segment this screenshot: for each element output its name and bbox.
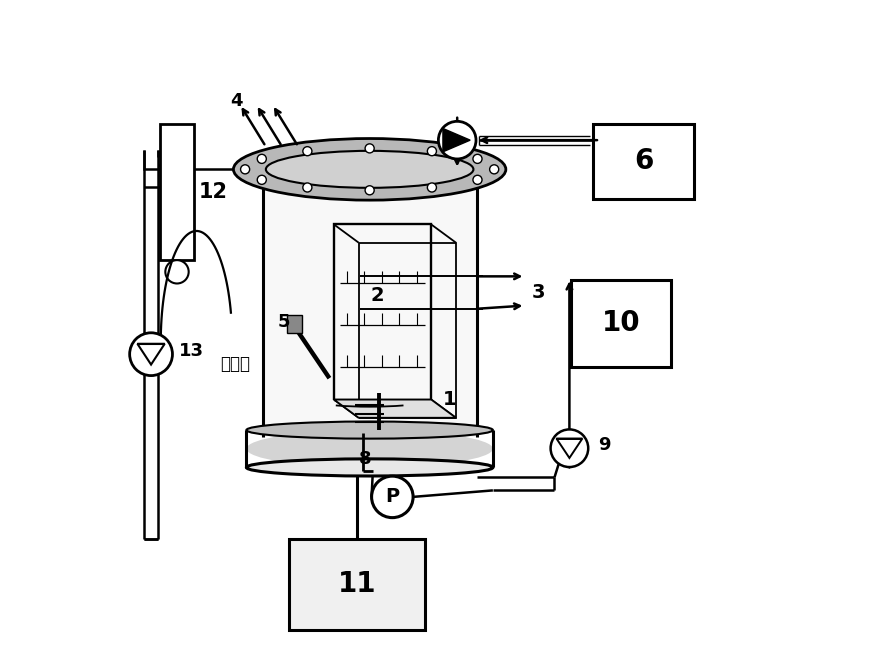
Ellipse shape	[247, 430, 493, 467]
Circle shape	[257, 176, 266, 185]
Circle shape	[372, 476, 413, 517]
Polygon shape	[288, 315, 302, 333]
Text: 10: 10	[601, 309, 640, 337]
FancyBboxPatch shape	[289, 539, 425, 630]
FancyBboxPatch shape	[160, 124, 194, 260]
Circle shape	[257, 154, 266, 163]
Ellipse shape	[266, 151, 474, 188]
Circle shape	[302, 147, 312, 156]
Polygon shape	[334, 400, 456, 418]
Text: 8: 8	[359, 450, 371, 468]
FancyBboxPatch shape	[262, 173, 477, 437]
Text: 3: 3	[532, 283, 545, 302]
Circle shape	[473, 176, 482, 185]
Circle shape	[129, 333, 172, 376]
Text: 9: 9	[598, 436, 610, 454]
Ellipse shape	[234, 138, 506, 200]
Text: 气循环: 气循环	[221, 355, 250, 373]
Ellipse shape	[262, 148, 477, 197]
Circle shape	[428, 147, 436, 156]
Circle shape	[473, 154, 482, 163]
Polygon shape	[443, 129, 470, 152]
Text: 6: 6	[634, 148, 653, 176]
Circle shape	[438, 122, 476, 159]
Circle shape	[302, 183, 312, 192]
Circle shape	[165, 260, 189, 283]
Text: P: P	[385, 488, 400, 506]
Circle shape	[428, 183, 436, 192]
Text: 12: 12	[199, 182, 228, 202]
Ellipse shape	[247, 459, 493, 476]
Circle shape	[241, 165, 249, 174]
FancyBboxPatch shape	[594, 124, 694, 198]
Text: 11: 11	[337, 571, 376, 599]
Circle shape	[489, 165, 499, 174]
Text: 2: 2	[371, 286, 385, 306]
Circle shape	[365, 186, 375, 195]
Circle shape	[365, 144, 375, 153]
Text: 5: 5	[278, 313, 290, 331]
Text: 13: 13	[179, 342, 204, 360]
Ellipse shape	[247, 421, 493, 439]
Text: 4: 4	[230, 92, 243, 111]
Circle shape	[551, 430, 588, 467]
FancyBboxPatch shape	[571, 280, 671, 367]
Text: 1: 1	[443, 390, 456, 409]
